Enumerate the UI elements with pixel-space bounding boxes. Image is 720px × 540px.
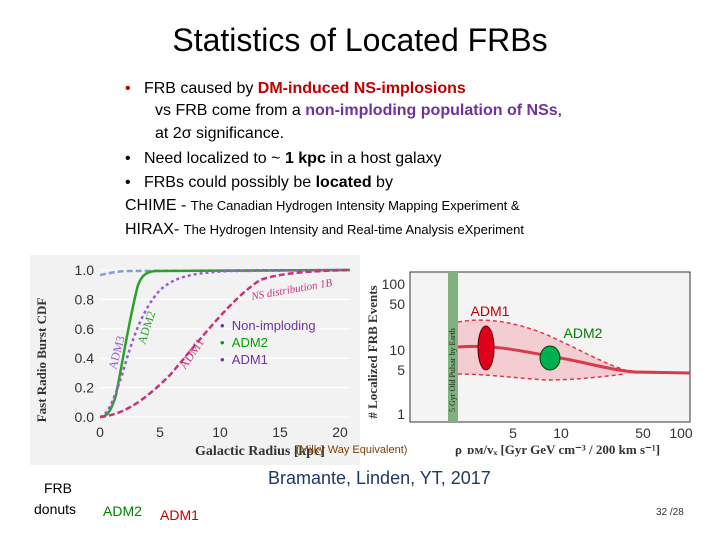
plot-legend: • Non-imploding • ADM2 • ADM1	[220, 317, 316, 368]
events-xtick-label: 50	[635, 425, 651, 441]
cdf-xtick-label: 0	[96, 424, 104, 440]
events-xtick-label: 5	[509, 425, 517, 441]
adm2-marker	[539, 345, 561, 371]
adm1-marker	[477, 325, 495, 371]
events-xtick-label: 10	[553, 425, 569, 441]
cdf-ytick-label: 0.8	[75, 291, 95, 307]
adm1-marker-label: ADM1	[471, 303, 510, 319]
events-xlabel-symbol: ρ	[455, 442, 462, 457]
events-ytick-label: 5	[397, 362, 405, 378]
bullet-1-l2-comma: ,	[557, 102, 563, 119]
cdf-ylabel: Fast Radio Burst CDF	[34, 298, 49, 423]
hirax-full: The Hydrogen Intensity and Real-time Ana…	[183, 222, 525, 237]
bullet-2-post: in a host galaxy	[325, 150, 442, 167]
footer-adm1: ADM1	[160, 507, 199, 523]
cdf-xlabel: Galactic Radius [kpc]	[195, 444, 325, 459]
cdf-plot-background	[30, 255, 360, 465]
hirax-line: HIRAX- The Hydrogen Intensity and Real-t…	[125, 221, 524, 239]
ns-distribution-curve	[99, 268, 351, 277]
bullet-1-bold: DM-induced NS-implosions	[257, 80, 466, 97]
chime-line: CHIME - The Canadian Hydrogen Intensity …	[125, 197, 520, 215]
cdf-xtick-label: 5	[156, 424, 164, 440]
cdf-ytick-label: 0.0	[75, 409, 95, 425]
legend-item-non-imploding: • Non-imploding	[220, 318, 316, 333]
footer-frb: FRB	[44, 480, 72, 496]
legend-item-adm2: • ADM2	[220, 335, 268, 350]
events-ytick-label: 50	[389, 296, 405, 312]
hirax-abbr: HIRAX-	[125, 221, 184, 238]
bullet-3: • FRBs could possibly be located by	[125, 174, 393, 191]
cdf-ytick-label: 1.0	[75, 262, 95, 278]
bullet-3-post: by	[371, 174, 393, 191]
bullet-2-tilde: ~	[271, 150, 285, 167]
bullet-3-text: FRBs could possibly be	[143, 174, 316, 191]
cdf-ytick-label: 0.6	[75, 321, 95, 337]
cdf-xtick-label: 20	[332, 424, 348, 440]
bullet-1: • FRB caused by DM-induced NS-implosions	[125, 80, 466, 97]
bullet-1-line-3: at 2σ significance.	[155, 125, 285, 142]
events-xlabel: ᴅᴍ/vₓ [Gyr GeV cm⁻³ / 200 km s⁻¹]	[467, 442, 660, 457]
bullet-2-text: Need localized to	[143, 150, 272, 167]
citation: Bramante, Linden, YT, 2017	[268, 468, 491, 488]
adm2-curve	[99, 268, 351, 419]
events-band	[458, 320, 690, 380]
cdf-xticks: 0 5 10 15 20	[96, 424, 348, 440]
bullet-2: • Need localized to ~ 1 kpc in a host ga…	[125, 150, 442, 167]
legend-item-adm1: • ADM1	[220, 352, 268, 367]
cdf-ytick-label: 0.2	[75, 380, 95, 396]
events-ytick-label: 10	[389, 342, 405, 358]
bullet-2-bold: 1 kpc	[284, 150, 326, 167]
adm2-marker-label: ADM2	[564, 325, 603, 341]
events-xticks: 5 10 50 100	[509, 425, 693, 441]
events-ylabel: # Localized FRB Events	[365, 285, 380, 418]
footer-donuts: donuts	[34, 501, 77, 517]
bullet-1-l2-text: vs FRB come from a	[155, 102, 306, 119]
cdf-plot: Fast Radio Burst CDF 0.00.20.40.60.81.0 …	[30, 255, 360, 465]
slide-title: Statistics of Located FRBs	[172, 22, 548, 58]
bullet-1-line-2: vs FRB come from a non-imploding populat…	[155, 100, 562, 122]
chime-abbr: CHIME -	[125, 197, 191, 214]
cdf-ytick-label: 0.4	[75, 350, 95, 366]
events-ytick-label: 1	[397, 406, 405, 422]
pulsar-band-label: 5 Gyr Old Pulsar by Earth	[448, 328, 457, 412]
bullet-3-bold: located	[315, 174, 372, 191]
cdf-yticks: 0.0 0.2 0.4 0.6 0.8 1.0	[75, 262, 95, 425]
events-xtick-label: 100	[669, 425, 693, 441]
page-number: 32 /28	[656, 507, 684, 518]
events-lower-line	[457, 373, 626, 381]
cdf-xtick-label: 10	[212, 424, 228, 440]
milky-way-label: (Milky Way Equivalent)	[296, 444, 408, 456]
adm1-curve	[99, 268, 351, 419]
events-yticks: 100 50 10 5 1	[382, 276, 406, 422]
pulsar-band	[448, 272, 458, 422]
bullet-1-l2-bold: non-imploding population of NSs	[305, 102, 558, 119]
chime-full: The Canadian Hydrogen Intensity Mapping …	[190, 198, 520, 213]
footer-adm2: ADM2	[103, 503, 142, 519]
cdf-xtick-label: 15	[272, 424, 288, 440]
bullet-1-text: FRB caused by	[143, 80, 258, 97]
adm3-curve	[99, 268, 351, 419]
events-ytick-label: 100	[382, 276, 406, 292]
